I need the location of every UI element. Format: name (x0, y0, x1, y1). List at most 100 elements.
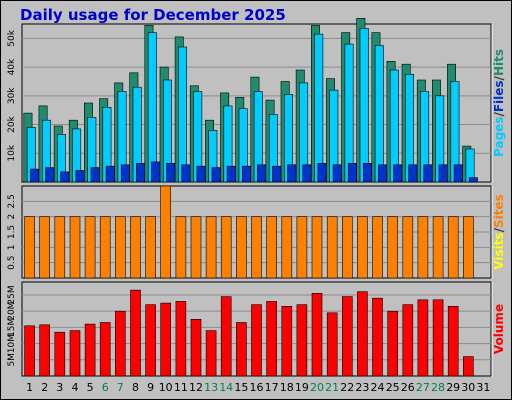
bar-pages-day-23 (362, 163, 372, 183)
legend-entry: Volume (492, 304, 506, 354)
x-tick-label-day-25: 25 (386, 381, 400, 394)
bar-sites-day-27 (417, 216, 429, 279)
bar-sites-day-22 (341, 216, 353, 279)
x-tick-label-day-22: 22 (340, 381, 354, 394)
bar-volume-day-8 (130, 289, 141, 377)
bar-pages-day-21 (332, 164, 342, 183)
x-tick-label-day-26: 26 (401, 381, 415, 394)
bar-pages-day-14 (226, 165, 236, 183)
bar-sites-day-12 (190, 216, 202, 279)
y-tick-label: 1 (7, 244, 17, 250)
bar-pages-day-12 (196, 165, 206, 183)
x-tick-label-day-3: 3 (56, 381, 63, 394)
bar-sites-day-21 (326, 216, 338, 279)
y-tick-label: 10M (7, 334, 17, 353)
x-tick-label-day-12: 12 (189, 381, 203, 394)
panel-visits-sites: 0.5 1 1.5 2 2.5 Visits/Sites (7, 185, 506, 279)
bar-pages-day-24 (378, 164, 387, 183)
legend-volume: Volume (492, 304, 506, 354)
y-tick-label: 0.5 (7, 256, 17, 270)
bar-volume-day-6 (99, 322, 111, 377)
bar-sites-day-29 (447, 216, 459, 279)
x-tick-label-day-14: 14 (219, 381, 233, 394)
x-tick-label-day-5: 5 (87, 381, 94, 394)
x-tick-label-day-10: 10 (159, 381, 173, 394)
bar-sites-day-17 (266, 216, 277, 279)
x-tick-label-day-4: 4 (72, 381, 79, 394)
bar-files-day-20 (314, 33, 324, 183)
x-tick-label-day-17: 17 (265, 381, 279, 394)
x-tick-label-day-24: 24 (371, 381, 385, 394)
bar-pages-day-19 (302, 164, 312, 183)
bar-pages-day-17 (272, 165, 282, 183)
bar-volume-day-29 (447, 305, 459, 377)
bar-pages-day-4 (75, 170, 85, 183)
bar-volume-day-15 (236, 322, 247, 377)
x-tick-label-day-9: 9 (147, 381, 154, 394)
x-tick-label-day-16: 16 (250, 381, 264, 394)
y-tick-label: 10k (7, 144, 17, 161)
y-tick-label: 15M (7, 318, 17, 337)
bar-pages-day-5 (90, 167, 100, 183)
x-tick-label-day-23: 23 (355, 381, 369, 394)
bar-volume-day-7 (115, 310, 126, 377)
bar-pages-day-7 (120, 164, 130, 183)
bar-sites-day-15 (236, 216, 247, 279)
bar-volume-day-16 (251, 304, 262, 377)
bar-volume-day-1 (24, 325, 35, 377)
day-labels: 1 2 3 4 5 6 7 8 9 10 11 12 13 14 15 16 17 18 19 20 21 22 23 24 2… (26, 381, 490, 394)
legend-visits-sites: Visits/Sites (492, 194, 506, 270)
bar-sites-day-14 (220, 216, 232, 279)
bar-pages-day-29 (453, 164, 463, 183)
bar-sites-day-2 (39, 216, 51, 279)
bar-sites-day-13 (205, 216, 217, 279)
bar-sites-day-11 (175, 216, 187, 279)
bar-files-day-23 (359, 27, 369, 183)
bar-volume-day-30 (462, 356, 474, 377)
x-tick-label-day-18: 18 (280, 381, 294, 394)
legend-entry: Hits (492, 49, 506, 76)
bar-pages-day-9 (151, 161, 161, 183)
bar-pages-day-11 (181, 164, 191, 183)
bar-sites-day-7 (115, 216, 126, 279)
legend-entry: Visits (492, 232, 506, 269)
y-tick-label: 20M (7, 302, 17, 321)
bar-sites-day-19 (296, 216, 308, 279)
x-tick-label-day-15: 15 (234, 381, 248, 394)
chart-title: Daily usage for December 2025 (20, 6, 286, 24)
y-tick-label: 50k (7, 29, 17, 46)
bar-files-day-24 (374, 45, 384, 183)
x-tick-label-day-31: 31 (476, 381, 490, 394)
legend-entry: / (492, 75, 506, 80)
y-tick-label: 40k (7, 58, 17, 75)
bar-volume-day-17 (266, 301, 277, 377)
bar-files-day-30 (465, 148, 475, 183)
bar-sites-day-4 (69, 216, 81, 279)
bar-volume-day-26 (402, 304, 414, 377)
bar-volume-day-4 (69, 330, 81, 377)
bar-volume-day-5 (84, 323, 96, 377)
bar-volume-day-14 (220, 296, 232, 377)
bar-pages-day-27 (423, 164, 433, 183)
bar-pages-day-13 (211, 167, 221, 183)
bar-sites-day-3 (54, 216, 66, 279)
x-tick-label-day-30: 30 (461, 381, 475, 394)
bar-pages-day-15 (242, 165, 251, 183)
bar-volume-day-11 (175, 301, 187, 377)
legend-entry: / (492, 112, 506, 117)
bar-sites-day-28 (432, 216, 444, 279)
x-tick-label-day-8: 8 (132, 381, 139, 394)
x-tick-label-day-29: 29 (446, 381, 460, 394)
bar-volume-day-25 (387, 310, 399, 377)
legend-entry: Pages (492, 117, 506, 157)
x-tick-label-day-27: 27 (416, 381, 430, 394)
y-tick-label: 5M (7, 353, 17, 367)
bar-pages-day-3 (60, 171, 70, 183)
x-tick-label-day-28: 28 (431, 381, 445, 394)
x-tick-label-day-21: 21 (325, 381, 339, 394)
y-tick-label: 2 (7, 214, 17, 220)
bar-pages-day-16 (257, 164, 266, 183)
